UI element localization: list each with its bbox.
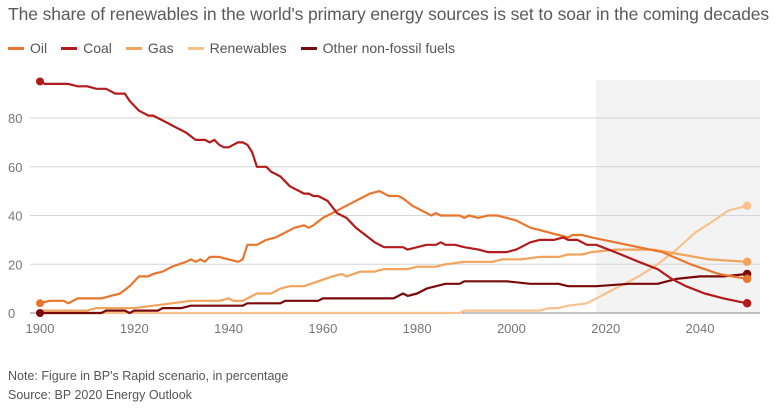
x-tick-label: 1980	[403, 321, 432, 336]
legend-label: Other non-fossil fuels	[322, 40, 455, 56]
series-line-oil	[39, 190, 748, 305]
projection-shading	[596, 80, 761, 313]
legend-swatch	[187, 46, 204, 50]
chart-note: Note: Figure in BP's Rapid scenario, in …	[8, 369, 289, 383]
y-tick-label: 80	[8, 111, 22, 126]
x-tick-label: 1960	[308, 321, 337, 336]
legend-item: Coal	[61, 40, 112, 56]
series-line-other-non-fossil-fuels	[40, 272, 748, 315]
start-point	[36, 299, 44, 308]
end-point	[742, 257, 752, 267]
legend-swatch	[8, 46, 24, 50]
x-tick-label: 2000	[497, 321, 526, 336]
chart-source: Source: BP 2020 Energy Outlook	[8, 388, 192, 402]
end-point	[742, 299, 752, 308]
x-tick-label: 1940	[214, 321, 243, 336]
chart-title: The share of renewables in the world's p…	[8, 4, 770, 24]
x-tick-label: 1900	[26, 321, 55, 336]
legend-item: Other non-fossil fuels	[300, 40, 455, 56]
series-line-gas	[40, 248, 748, 312]
end-point	[742, 274, 752, 284]
y-tick-label: 40	[8, 209, 22, 224]
x-tick-label: 2020	[591, 321, 620, 336]
legend-label: Coal	[83, 40, 112, 56]
legend-item: Renewables	[187, 40, 287, 56]
legend-swatch	[300, 46, 317, 50]
y-tick-label: 0	[8, 306, 15, 321]
legend-item: Gas	[125, 40, 174, 56]
legend-item: Oil	[8, 40, 47, 56]
end-point	[742, 201, 752, 210]
legend-swatch	[61, 46, 78, 50]
x-tick-label: 1920	[120, 321, 149, 336]
y-tick-label: 20	[8, 257, 22, 272]
start-point	[36, 77, 44, 86]
x-tick-label: 2040	[686, 321, 715, 336]
series-line-coal	[39, 80, 748, 305]
legend: Oil Coal Gas Renewables Other non-fossil fue…	[8, 40, 455, 56]
series-line-renewables	[40, 204, 748, 315]
legend-swatch	[125, 46, 142, 50]
start-point	[36, 309, 44, 317]
legend-label: Renewables	[209, 40, 287, 56]
legend-label: Gas	[147, 40, 174, 56]
legend-label: Oil	[30, 40, 48, 56]
y-tick-label: 60	[8, 160, 22, 175]
